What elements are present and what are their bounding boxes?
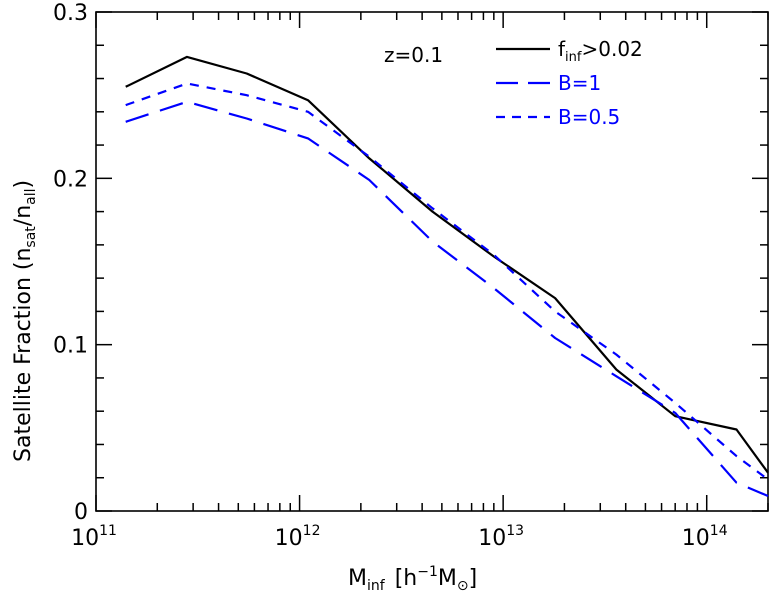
x-tick-label: 1012 <box>275 523 321 551</box>
legend-label-2: B=1 <box>558 71 601 95</box>
series-line-2 <box>125 100 769 498</box>
plot-frame <box>95 11 769 512</box>
y-label-sub1: sat <box>23 226 39 248</box>
x-axis-label: Minf [h−1M⊙] <box>348 564 477 594</box>
x-label-unit-sub: ⊙ <box>457 578 469 594</box>
y-label-sub2: all <box>23 188 39 204</box>
x-label-main: M <box>348 566 367 591</box>
x-tick-exponent: 11 <box>99 523 117 539</box>
axis-ticks <box>95 11 769 512</box>
series-line-3 <box>125 82 769 481</box>
y-tick-label: 0.2 <box>53 167 88 192</box>
x-tick-base: 10 <box>478 526 506 551</box>
series-line-1 <box>125 55 769 474</box>
x-tick-exponent: 14 <box>710 523 728 539</box>
legend-label-3: B=0.5 <box>558 105 620 129</box>
y-tick-label: 0.3 <box>53 1 88 26</box>
series-layer <box>125 55 769 498</box>
x-tick-label: 1011 <box>71 523 117 551</box>
x-tick-exponent: 12 <box>303 523 321 539</box>
x-tick-base: 10 <box>682 526 710 551</box>
y-label-mid: /n <box>11 205 36 226</box>
x-tick-exponent: 13 <box>506 523 524 539</box>
x-tick-label: 1014 <box>682 523 728 551</box>
y-axis-label: Satellite Fraction (nsat/nall) <box>11 180 39 462</box>
x-label-unit: M <box>438 566 457 591</box>
x-tick-base: 10 <box>275 526 303 551</box>
y-label-close: ) <box>11 180 36 189</box>
y-label-main: Satellite Fraction (n <box>11 248 36 462</box>
redshift-annotation: z=0.1 <box>384 43 443 67</box>
x-label-exp: −1 <box>417 564 438 580</box>
x-tick-label: 1013 <box>478 523 524 551</box>
y-tick-label: 0 <box>74 500 88 525</box>
legend: finf>0.02 B=1 B=0.5 <box>496 37 643 129</box>
x-label-sub: inf <box>367 578 386 594</box>
x-label-bracket-close: ] <box>469 566 478 591</box>
y-tick-label: 0.1 <box>53 334 88 359</box>
legend-label-1: finf>0.02 <box>558 37 643 65</box>
x-tick-base: 10 <box>71 526 99 551</box>
x-label-bracket-open: [h <box>395 566 418 591</box>
